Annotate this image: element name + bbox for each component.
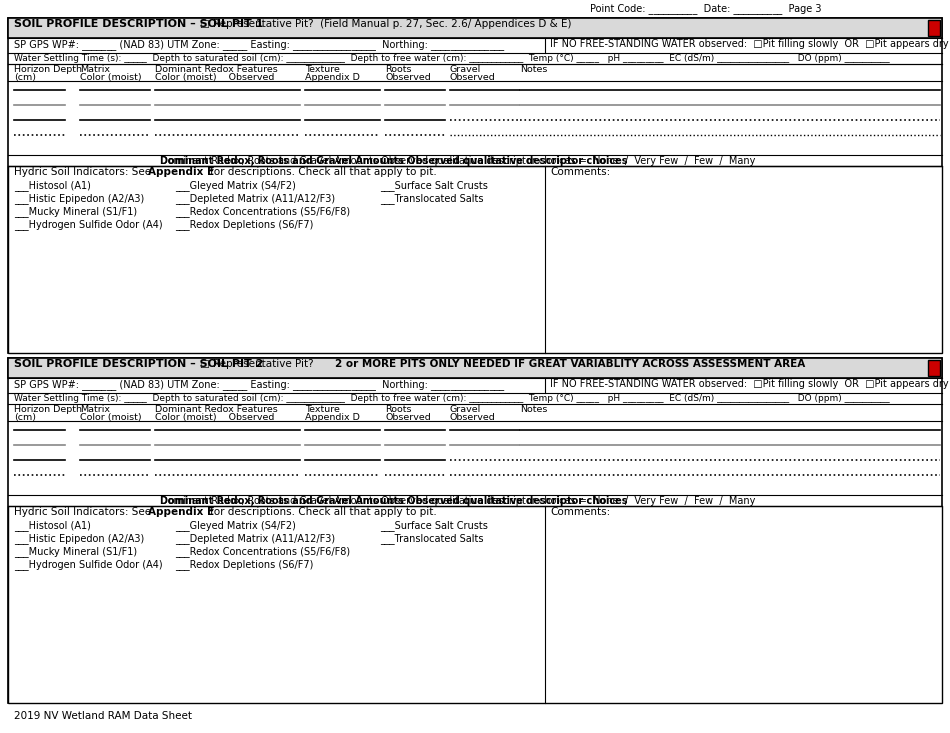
Text: SOIL PROFILE DESCRIPTION – SOIL PIT 1: SOIL PROFILE DESCRIPTION – SOIL PIT 1 [14, 19, 263, 29]
Text: ___Histic Epipedon (A2/A3): ___Histic Epipedon (A2/A3) [14, 193, 144, 204]
Text: ___Redox Concentrations (S5/F6/F8): ___Redox Concentrations (S5/F6/F8) [175, 546, 351, 557]
Text: IF NO FREE-STANDING WATER observed:  □Pit filling slowly  OR  □Pit appears dry: IF NO FREE-STANDING WATER observed: □Pit… [550, 379, 949, 389]
Text: Color (moist)    Observed: Color (moist) Observed [155, 413, 275, 422]
Text: Horizon Depth: Horizon Depth [14, 65, 82, 74]
Text: ___Mucky Mineral (S1/F1): ___Mucky Mineral (S1/F1) [14, 546, 137, 557]
Text: Texture: Texture [305, 405, 340, 414]
Text: Color (moist): Color (moist) [80, 413, 142, 422]
Text: Appendix D: Appendix D [305, 413, 360, 422]
Text: Color (moist): Color (moist) [80, 73, 142, 82]
Text: ___Surface Salt Crusts: ___Surface Salt Crusts [380, 180, 488, 191]
Text: Roots: Roots [385, 405, 411, 414]
Text: Dominant Redox, Roots and Gravel Amounts Observed qualitative descriptor choices: Dominant Redox, Roots and Gravel Amounts… [160, 496, 628, 506]
Bar [928, 20, 940, 36]
Text: ___Mucky Mineral (S1/F1): ___Mucky Mineral (S1/F1) [14, 206, 137, 217]
Text: Observed: Observed [385, 73, 430, 82]
Text: Texture: Texture [305, 65, 340, 74]
Text: Dominant Redox, Roots and Gravel Amounts Observed qualitative descriptor choices: Dominant Redox, Roots and Gravel Amounts… [160, 496, 755, 506]
Text: ___Redox Concentrations (S5/F6/F8): ___Redox Concentrations (S5/F6/F8) [175, 206, 351, 217]
Text: Matrix: Matrix [80, 405, 110, 414]
Text: Observed: Observed [385, 413, 430, 422]
Text: SOIL PROFILE DESCRIPTION – SOIL PIT 2: SOIL PROFILE DESCRIPTION – SOIL PIT 2 [14, 359, 263, 369]
Text: ___Translocated Salts: ___Translocated Salts [380, 533, 484, 544]
Text: (cm): (cm) [14, 413, 36, 422]
Text: Horizon Depth: Horizon Depth [14, 405, 82, 414]
Text: Appendix D: Appendix D [305, 73, 360, 82]
Text: ___Surface Salt Crusts: ___Surface Salt Crusts [380, 520, 488, 531]
Text: ___Histosol (A1): ___Histosol (A1) [14, 520, 91, 531]
Text: Appendix E: Appendix E [148, 507, 214, 517]
Bar [8, 18, 942, 38]
Text: ___Translocated Salts: ___Translocated Salts [380, 193, 484, 204]
Text: Point Code: __________  Date: __________  Page 3: Point Code: __________ Date: __________ … [590, 3, 822, 14]
Text: Appendix E: Appendix E [148, 167, 214, 177]
Text: Roots: Roots [385, 65, 411, 74]
Text: Comments:: Comments: [550, 507, 610, 517]
Bar [928, 360, 940, 376]
Text: ___Hydrogen Sulfide Odor (A4): ___Hydrogen Sulfide Odor (A4) [14, 559, 162, 570]
Bar [8, 358, 942, 378]
Text: Gravel: Gravel [450, 405, 482, 414]
Text: ___Depleted Matrix (A11/A12/F3): ___Depleted Matrix (A11/A12/F3) [175, 193, 335, 204]
Text: Observed: Observed [450, 73, 496, 82]
Bar [8, 18, 942, 353]
Text: ___Hydrogen Sulfide Odor (A4): ___Hydrogen Sulfide Odor (A4) [14, 219, 162, 230]
Text: □ Representative Pit?  (Field Manual p. 27, Sec. 2.6/ Appendices D & E): □ Representative Pit? (Field Manual p. 2… [200, 19, 572, 29]
Text: Notes: Notes [520, 65, 547, 74]
Text: Notes: Notes [520, 405, 547, 414]
Text: Observed: Observed [450, 413, 496, 422]
Text: ___Redox Depletions (S6/F7): ___Redox Depletions (S6/F7) [175, 559, 314, 570]
Text: Water Settling Time (s): _____  Depth to saturated soil (cm): _____________  Dep: Water Settling Time (s): _____ Depth to … [14, 54, 889, 63]
Text: ___Gleyed Matrix (S4/F2): ___Gleyed Matrix (S4/F2) [175, 520, 295, 531]
Text: □ Representative Pit?: □ Representative Pit? [200, 359, 314, 369]
Text: Dominant Redox Features: Dominant Redox Features [155, 65, 277, 74]
Text: ___Gleyed Matrix (S4/F2): ___Gleyed Matrix (S4/F2) [175, 180, 295, 191]
Text: Gravel: Gravel [450, 65, 482, 74]
Bar [8, 506, 942, 703]
Text: Comments:: Comments: [550, 167, 610, 177]
Text: Matrix: Matrix [80, 65, 110, 74]
Text: ___Histosol (A1): ___Histosol (A1) [14, 180, 91, 191]
Text: (cm): (cm) [14, 73, 36, 82]
Bar [8, 166, 942, 353]
Bar [8, 358, 942, 703]
Text: for descriptions. Check all that apply to pit.: for descriptions. Check all that apply t… [210, 507, 437, 517]
Text: SP GPS WP#: _______ (NAD 83) UTM Zone: _____ Easting: _________________  Northin: SP GPS WP#: _______ (NAD 83) UTM Zone: _… [14, 379, 504, 390]
Text: Dominant Redox Features: Dominant Redox Features [155, 405, 277, 414]
Text: Hydric Soil Indicators: See: Hydric Soil Indicators: See [14, 507, 154, 517]
Text: 2 or MORE PITS ONLY NEEDED IF GREAT VARIABLITY ACROSS ASSESSMENT AREA: 2 or MORE PITS ONLY NEEDED IF GREAT VARI… [335, 359, 806, 369]
Text: Dominant Redox, Roots and Gravel Amounts Observed qualitative descriptor choices: Dominant Redox, Roots and Gravel Amounts… [160, 156, 755, 166]
Text: ___Histic Epipedon (A2/A3): ___Histic Epipedon (A2/A3) [14, 533, 144, 544]
Text: for descriptions. Check all that apply to pit.: for descriptions. Check all that apply t… [210, 167, 437, 177]
Text: Water Settling Time (s): _____  Depth to saturated soil (cm): _____________  Dep: Water Settling Time (s): _____ Depth to … [14, 394, 889, 403]
Text: 2019 NV Wetland RAM Data Sheet: 2019 NV Wetland RAM Data Sheet [14, 711, 192, 721]
Text: SP GPS WP#: _______ (NAD 83) UTM Zone: _____ Easting: _________________  Northin: SP GPS WP#: _______ (NAD 83) UTM Zone: _… [14, 39, 504, 50]
Text: Color (moist)    Observed: Color (moist) Observed [155, 73, 275, 82]
Text: Dominant Redox, Roots and Gravel Amounts Observed qualitative descriptor choices: Dominant Redox, Roots and Gravel Amounts… [160, 156, 628, 166]
Text: ___Redox Depletions (S6/F7): ___Redox Depletions (S6/F7) [175, 219, 314, 230]
Text: Hydric Soil Indicators: See: Hydric Soil Indicators: See [14, 167, 154, 177]
Text: ___Depleted Matrix (A11/A12/F3): ___Depleted Matrix (A11/A12/F3) [175, 533, 335, 544]
Text: IF NO FREE-STANDING WATER observed:  □Pit filling slowly  OR  □Pit appears dry: IF NO FREE-STANDING WATER observed: □Pit… [550, 39, 949, 49]
